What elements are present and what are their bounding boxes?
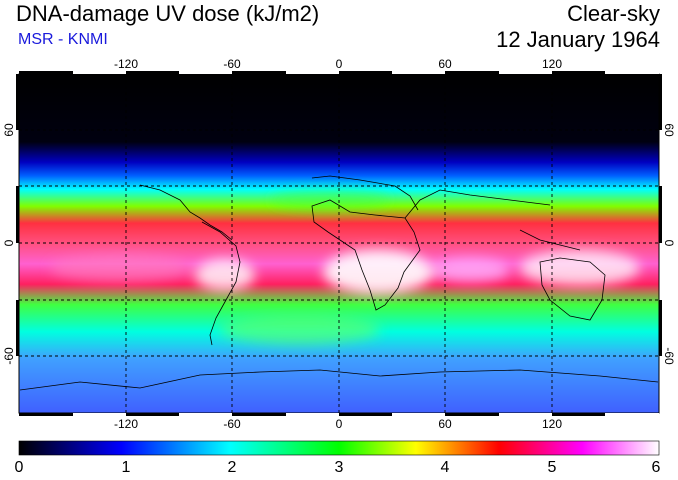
uv-hotspots — [50, 190, 640, 344]
lon-tick-bottom-1: -120 — [114, 417, 138, 431]
graticule — [19, 74, 659, 413]
lat-tick-left-2: 0 — [2, 239, 16, 246]
lat-tick-right-3: -60 — [662, 347, 676, 365]
lon-tick-bottom-2: -60 — [223, 417, 241, 431]
colorbar-label-2: 2 — [227, 459, 237, 476]
lon-tick-top-4: 60 — [438, 57, 452, 71]
lat-tick-left-3: -60 — [2, 347, 16, 365]
sky-condition-label: Clear-sky — [567, 1, 660, 26]
lon-tick-top-5: 120 — [542, 57, 562, 71]
lat-tick-right-2: 0 — [662, 240, 676, 247]
map-frame — [16, 71, 662, 416]
colorbar-label-1: 1 — [121, 459, 131, 476]
colorbar-label-3: 3 — [334, 459, 344, 476]
lon-tick-bottom-5: 120 — [542, 417, 562, 431]
lon-tick-top-2: -60 — [223, 57, 241, 71]
lon-tick-top-3: 0 — [336, 57, 343, 71]
date-label: 12 January 1964 — [496, 27, 660, 52]
coastlines — [19, 175, 659, 391]
map-title: DNA-damage UV dose (kJ/m2) — [16, 1, 320, 26]
data-source-label: MSR - KNMI — [18, 31, 108, 48]
lat-tick-right-1: 60 — [662, 123, 676, 137]
lon-tick-bottom-3: 0 — [336, 417, 343, 431]
colorbar-label-0: 0 — [14, 459, 24, 476]
colorbar — [18, 440, 660, 456]
lat-tick-left-1: 60 — [2, 123, 16, 137]
lon-tick-bottom-4: 60 — [438, 417, 452, 431]
colorbar-label-5: 5 — [547, 459, 557, 476]
lon-tick-top-1: -120 — [114, 57, 138, 71]
colorbar-label-6: 6 — [651, 459, 661, 476]
colorbar-label-4: 4 — [440, 459, 450, 476]
